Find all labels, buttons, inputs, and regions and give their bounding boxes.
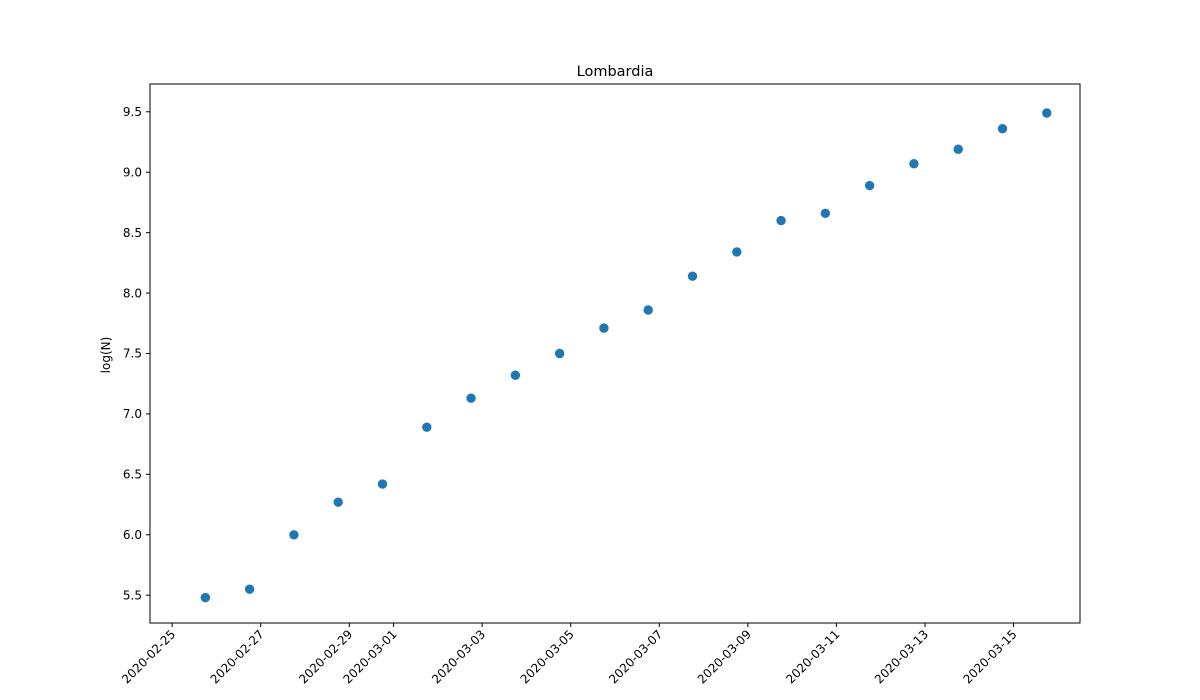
y-tick-label: 6.0 xyxy=(123,528,142,542)
data-point xyxy=(643,305,653,315)
y-tick-label: 6.5 xyxy=(123,468,142,482)
data-point xyxy=(953,144,963,154)
data-point xyxy=(510,370,521,380)
y-tick-label: 8.5 xyxy=(123,226,142,240)
y-axis-label: log(N) xyxy=(99,337,113,374)
y-axis-ticks: 5.5 6.0 6.5 7.0 7.5 8.0 8.5 9.0 9.5 xyxy=(123,105,150,602)
data-point xyxy=(997,124,1008,134)
plot-frame xyxy=(149,83,1081,624)
data-point xyxy=(200,592,211,603)
chart-title: Lombardia xyxy=(577,64,654,80)
y-tick-label: 5.5 xyxy=(123,588,142,602)
data-point xyxy=(687,271,698,281)
y-tick-label: 9.0 xyxy=(123,165,142,179)
data-point xyxy=(1042,108,1052,118)
y-tick-label: 7.5 xyxy=(123,347,142,361)
data-point xyxy=(333,497,343,507)
data-point xyxy=(244,584,255,594)
y-tick-label: 7.0 xyxy=(123,407,142,421)
data-point xyxy=(554,348,565,359)
data-point xyxy=(422,422,432,432)
data-point xyxy=(776,215,786,226)
data-points xyxy=(200,108,1052,603)
data-point xyxy=(732,247,742,257)
y-tick-label: 9.5 xyxy=(123,105,142,119)
data-point xyxy=(466,393,476,403)
data-point xyxy=(909,159,919,169)
data-point xyxy=(289,530,299,540)
data-point xyxy=(864,180,875,191)
data-point xyxy=(599,323,609,333)
y-tick-label: 8.0 xyxy=(123,286,142,300)
data-point xyxy=(377,479,388,489)
data-point xyxy=(820,208,831,219)
